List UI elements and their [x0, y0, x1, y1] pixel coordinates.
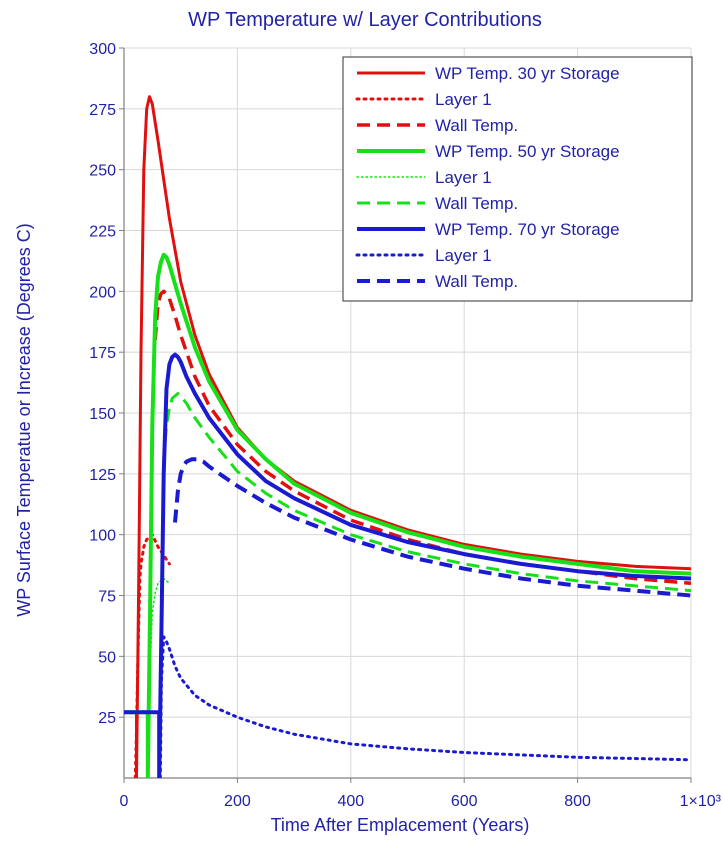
y-tick-label: 300 — [89, 41, 116, 58]
chart-title: WP Temperature w/ Layer Contributions — [188, 9, 542, 31]
series-line-6 — [162, 392, 691, 593]
y-tick-label: 250 — [89, 163, 116, 180]
series-line-8 — [158, 635, 691, 778]
y-tick-label: 225 — [89, 224, 116, 241]
legend-label-2: Layer 1 — [435, 90, 492, 109]
x-tick-label: 800 — [564, 793, 591, 810]
y-axis-label: WP Surface Temperatue or Increase (Degre… — [14, 223, 34, 617]
y-tick-label: 50 — [98, 649, 116, 666]
legend-label-9: Wall Temp. — [435, 272, 518, 291]
legend: WP Temp. 30 yr Storage Layer 1 Wall Temp. W… — [342, 56, 693, 302]
series-line-5 — [147, 577, 171, 778]
y-tick-label: 125 — [89, 467, 116, 484]
legend-label-5: Layer 1 — [435, 168, 492, 187]
axes — [119, 47, 692, 783]
series-line-4 — [124, 252, 691, 778]
series-line-3 — [153, 289, 691, 586]
x-axis-label: Time After Emplacement (Years) — [271, 815, 530, 835]
legend-label-6: Wall Temp. — [435, 194, 518, 213]
x-tick-label: 600 — [451, 793, 478, 810]
y-tick-label: 200 — [89, 284, 116, 301]
x-tick-label: 0 — [120, 793, 129, 810]
series-line-1 — [124, 95, 691, 778]
y-tick-label: 25 — [98, 710, 116, 727]
x-tick-label: 200 — [224, 793, 251, 810]
legend-label-3: Wall Temp. — [435, 116, 518, 135]
y-tick-label: 275 — [89, 102, 116, 119]
legend-label-4: WP Temp. 50 yr Storage — [435, 142, 620, 161]
y-tick-label: 100 — [89, 528, 116, 545]
y-tick-label: 150 — [89, 406, 116, 423]
y-tick-label: 175 — [89, 345, 116, 362]
x-tick-label: 1×10³ — [680, 793, 722, 810]
x-tick-label: 400 — [337, 793, 364, 810]
tick-labels: 0 200 400 600 800 1×10³ 25 50 75 100 125 150 175 200 2… — [89, 41, 721, 810]
legend-label-7: WP Temp. 70 yr Storage — [435, 220, 620, 239]
legend-label-1: WP Temp. 30 yr Storage — [435, 64, 620, 83]
series-lines — [124, 95, 691, 778]
series-line-2 — [133, 533, 171, 778]
y-tick-label: 75 — [98, 589, 116, 606]
legend-box — [342, 56, 693, 302]
legend-label-8: Layer 1 — [435, 246, 492, 265]
series-line-7 — [124, 352, 691, 778]
